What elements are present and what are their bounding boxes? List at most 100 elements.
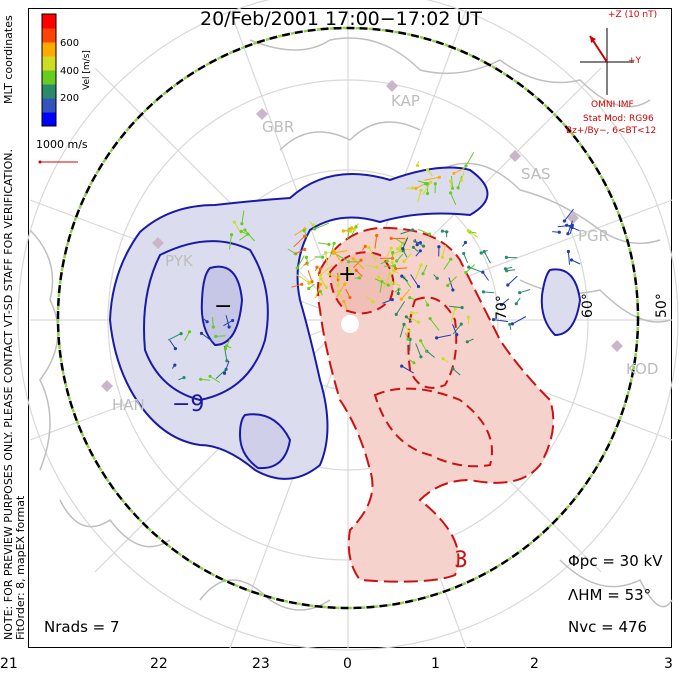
negative-cell-dawn — [540, 268, 582, 337]
velocity-vector — [452, 324, 458, 335]
velocity-vector — [225, 338, 231, 349]
velocity-vector — [178, 377, 185, 381]
velocity-vector — [346, 227, 352, 233]
colorbar-tick-200: 200 — [60, 93, 80, 104]
velocity-vector — [415, 343, 422, 357]
velocity-vector — [338, 291, 343, 299]
mlt-tick-1: 1 — [431, 656, 440, 672]
velocity-vector — [329, 243, 335, 257]
velocity-vector — [348, 269, 355, 275]
velocity-vector — [463, 253, 469, 263]
mlt-tick-21: 21 — [0, 656, 18, 672]
velocity-vector — [450, 308, 456, 322]
velocity-vector — [328, 273, 340, 280]
velocity-vector — [226, 345, 232, 349]
velocity-vector — [336, 283, 346, 298]
velocity-vector — [405, 333, 409, 340]
velocity-vector — [401, 365, 414, 374]
velocity-vector — [410, 274, 419, 287]
velocity-vector — [366, 296, 374, 303]
stat-phi-pc: Φpc = 30 kV — [568, 552, 663, 570]
velocity-vector-origin — [557, 230, 561, 234]
velocity-vector — [306, 257, 309, 267]
station-markers — [101, 80, 623, 392]
velocity-vector — [315, 284, 322, 299]
station-pgr: PGR — [578, 227, 610, 245]
velocity-vector — [402, 237, 409, 249]
velocity-vector — [429, 318, 440, 331]
colorbar-segment — [42, 28, 56, 43]
velocity-vector — [436, 334, 452, 339]
lat-label-50: 50° — [654, 293, 670, 318]
velocity-vector-origin — [214, 334, 218, 338]
velocity-vector — [167, 333, 182, 341]
velocity-vector — [314, 256, 323, 258]
velocity-vector — [401, 275, 409, 282]
velocity-vector — [382, 299, 393, 304]
colorbar-border — [41, 13, 57, 127]
velocity-vector — [396, 253, 404, 262]
stat-lambda-hm: ΛHM = 53° — [568, 586, 652, 604]
velocity-vector-origin — [449, 179, 453, 183]
station-kod: KOD — [626, 360, 659, 378]
velocity-vector — [468, 230, 479, 238]
velocity-vector — [425, 183, 429, 188]
colorbar-segment — [42, 98, 56, 113]
velocity-vector — [379, 281, 383, 293]
velocity-vector — [368, 247, 377, 262]
pole-marker — [341, 315, 359, 333]
velocity-vector-origin — [437, 245, 441, 249]
colorbar-segment — [42, 56, 56, 71]
contour-label-3: 3 — [454, 548, 468, 573]
velocity-vector — [395, 238, 404, 244]
velocity-vector — [501, 298, 510, 306]
velocity-vector — [212, 317, 214, 328]
velocity-vector — [450, 181, 452, 189]
negative-contour-3 — [200, 265, 244, 347]
contour-label-neg9: −9 — [172, 392, 205, 417]
scale-vector-label: 1000 m/s — [36, 138, 88, 151]
mlt-tick-2: 2 — [530, 656, 539, 672]
station-sas: SAS — [521, 165, 551, 183]
velocity-vector — [215, 335, 226, 337]
velocity-vector — [424, 176, 440, 181]
velocity-vector — [406, 315, 419, 323]
velocity-vector — [567, 251, 570, 265]
stat-mod-label: Stat Mod: RG96 — [583, 114, 654, 124]
velocity-vector — [303, 230, 308, 238]
velocity-vector — [293, 248, 305, 255]
velocity-vector — [417, 190, 422, 203]
velocity-vector — [365, 264, 377, 268]
velocity-vector — [506, 269, 516, 272]
velocity-vector-origin — [437, 175, 441, 179]
negative-cell — [108, 166, 489, 480]
imf-condition-label: Bz+/By−, 6<BT<12 — [566, 126, 657, 136]
velocity-vector — [493, 319, 509, 323]
velocity-vector — [483, 291, 495, 294]
stat-n-vc: Nvc = 476 — [568, 618, 648, 636]
velocity-vector — [314, 267, 318, 272]
velocity-vector — [465, 152, 475, 167]
velocity-vector — [403, 253, 412, 262]
velocity-vector — [391, 282, 401, 286]
velocity-vector — [482, 271, 490, 281]
velocity-vector — [512, 316, 527, 325]
negative-contour-4 — [238, 413, 292, 470]
fit-order-note: FitOrder: 8, mapEX format — [14, 495, 27, 640]
velocity-vector — [318, 242, 330, 245]
velocity-vector — [348, 228, 355, 232]
velocity-vector — [345, 288, 351, 298]
imf-arrowhead — [590, 36, 596, 43]
velocity-vector — [380, 260, 388, 265]
velocity-vector — [422, 182, 432, 195]
velocity-vector — [337, 272, 339, 280]
velocity-vector — [433, 274, 438, 279]
velocity-vector — [303, 262, 308, 266]
velocity-vector — [241, 210, 245, 224]
velocity-vector — [450, 192, 457, 206]
colorbar-segment — [42, 42, 56, 57]
positive-contour-3 — [407, 296, 458, 389]
velocity-vector — [412, 240, 424, 247]
velocity-vector-origin — [419, 188, 423, 192]
velocity-vector — [393, 270, 399, 274]
